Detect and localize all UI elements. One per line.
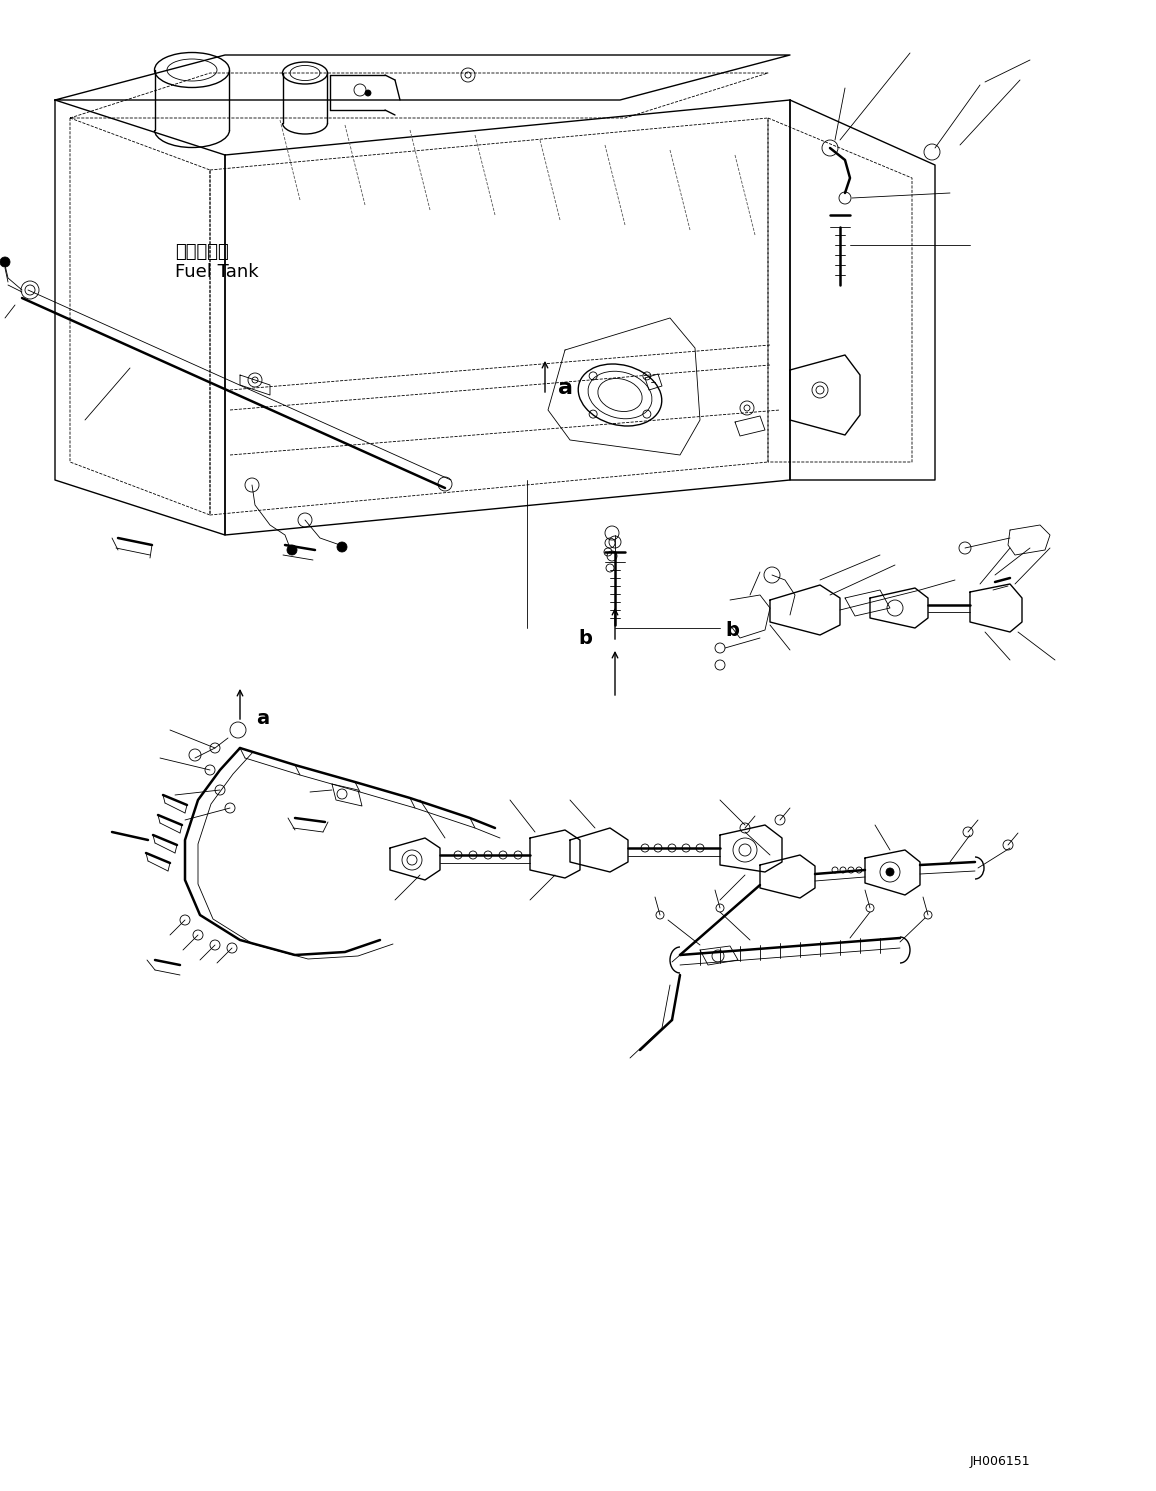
Circle shape xyxy=(287,546,297,555)
Text: a: a xyxy=(558,379,573,398)
Text: 燃料タンク: 燃料タンク xyxy=(175,243,229,261)
Circle shape xyxy=(365,89,371,95)
Text: b: b xyxy=(578,629,592,647)
Text: a: a xyxy=(255,708,269,728)
Text: b: b xyxy=(725,620,739,640)
Text: JH006151: JH006151 xyxy=(970,1455,1031,1469)
Circle shape xyxy=(0,256,10,267)
Text: Fuel Tank: Fuel Tank xyxy=(175,262,259,280)
Circle shape xyxy=(338,543,347,552)
Circle shape xyxy=(885,868,894,877)
